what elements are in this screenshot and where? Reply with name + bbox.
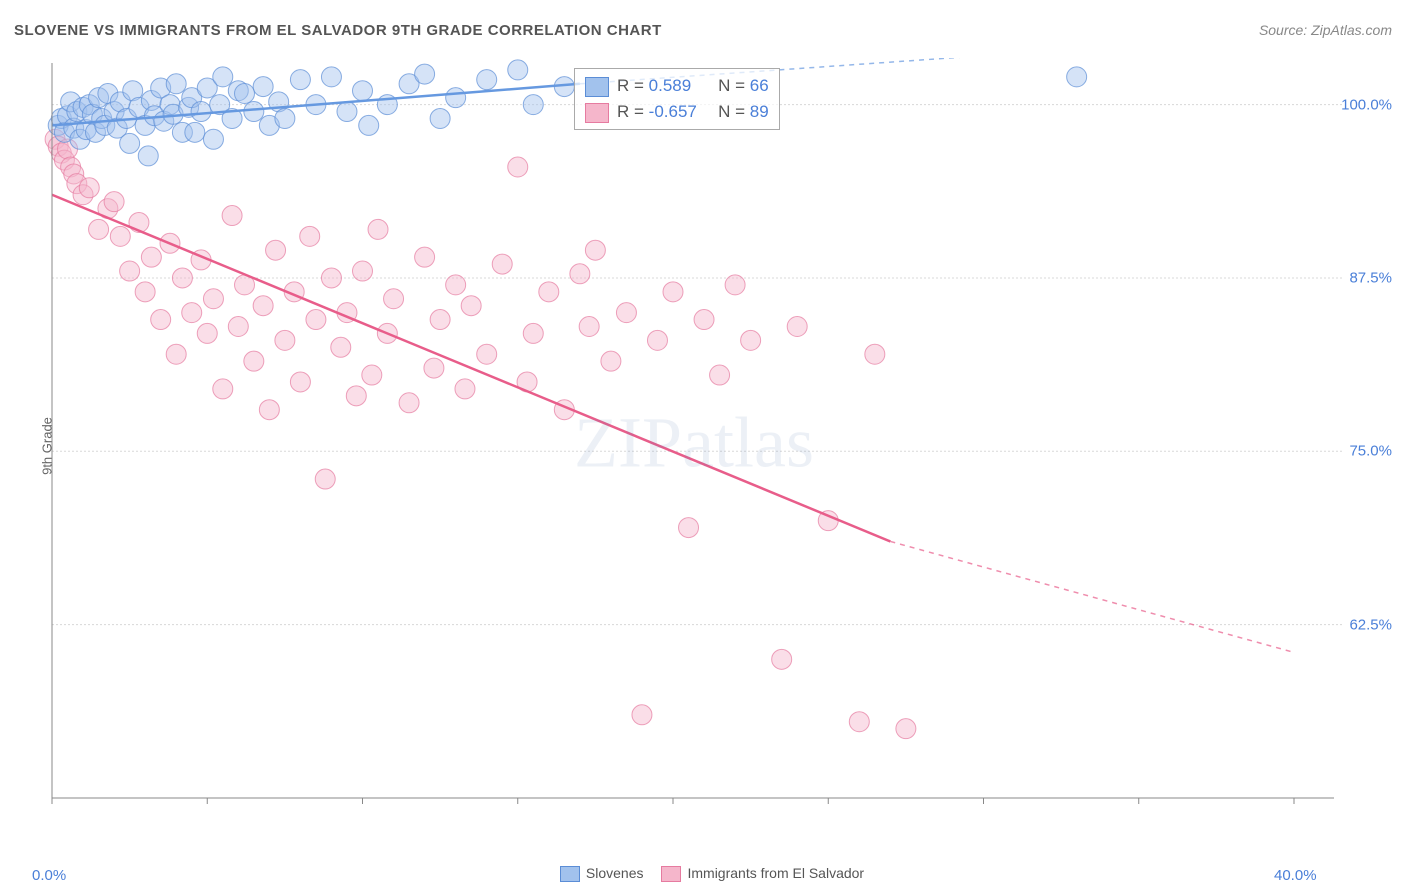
legend-swatch — [560, 866, 580, 882]
source-attribution: Source: ZipAtlas.com — [1259, 22, 1392, 38]
stats-row: R = 0.589 N = 66 — [585, 73, 769, 99]
y-tick-label: 75.0% — [1349, 443, 1392, 460]
y-tick-label: 100.0% — [1341, 96, 1392, 113]
legend-label: Slovenes — [586, 865, 644, 881]
x-tick-label: 0.0% — [32, 867, 66, 884]
stats-row: R = -0.657 N = 89 — [585, 99, 769, 125]
y-tick-label: 87.5% — [1349, 269, 1392, 286]
scatter-chart-svg — [44, 58, 1344, 828]
legend-swatch — [661, 866, 681, 882]
y-tick-label: 62.5% — [1349, 616, 1392, 633]
correlation-stats-box: R = 0.589 N = 66R = -0.657 N = 89 — [574, 68, 780, 130]
legend-bottom: Slovenes Immigrants from El Salvador — [0, 865, 1406, 882]
x-tick-label: 40.0% — [1274, 867, 1317, 884]
chart-title: SLOVENE VS IMMIGRANTS FROM EL SALVADOR 9… — [14, 22, 662, 39]
chart-container: SLOVENE VS IMMIGRANTS FROM EL SALVADOR 9… — [0, 0, 1406, 892]
legend-label: Immigrants from El Salvador — [687, 865, 864, 881]
plot-area: ZIPatlas R = 0.589 N = 66R = -0.657 N = … — [44, 58, 1344, 828]
